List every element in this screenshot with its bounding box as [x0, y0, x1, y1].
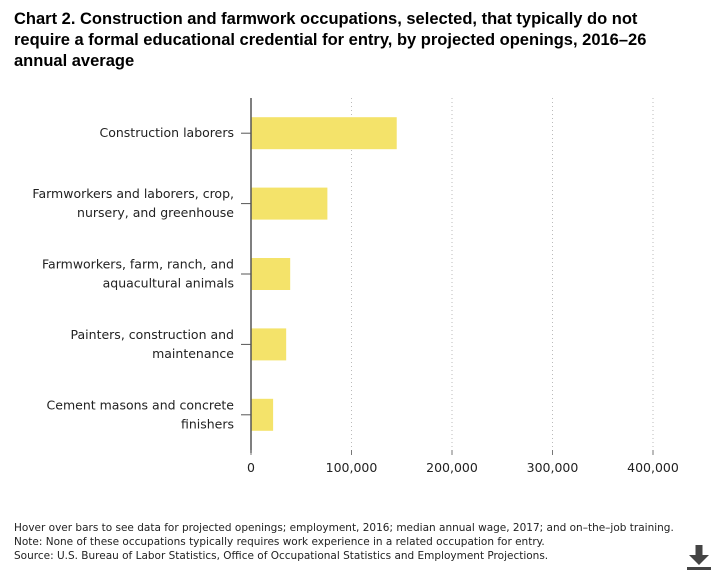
bar[interactable] — [251, 258, 291, 290]
bar[interactable] — [251, 187, 328, 220]
chart-notes: Hover over bars to see data for projecte… — [14, 521, 714, 563]
chart-source: Source: U.S. Bureau of Labor Statistics,… — [14, 550, 549, 562]
chart-note: Note: None of these occupations typicall… — [14, 536, 545, 548]
chart-title: Chart 2. Construction and farmwork occup… — [14, 10, 647, 70]
category-label: Cement masons and concrete — [47, 397, 235, 412]
x-tick-label: 400,000 — [627, 460, 679, 475]
category-label: finishers — [181, 416, 234, 431]
category-label: Farmworkers, farm, ranch, and — [42, 257, 234, 272]
x-tick-label: 100,000 — [326, 460, 378, 475]
category-label: nursery, and greenhouse — [77, 205, 234, 220]
hover-instruction: Hover over bars to see data for projecte… — [14, 522, 674, 534]
bar[interactable] — [251, 328, 287, 361]
bar[interactable] — [251, 117, 397, 150]
x-tick-label: 200,000 — [426, 460, 478, 475]
category-label: Construction laborers — [100, 125, 235, 140]
category-label: aquacultural animals — [103, 276, 234, 291]
x-tick-label: 0 — [247, 460, 255, 475]
bar[interactable] — [251, 398, 274, 431]
category-label: maintenance — [152, 346, 234, 361]
bar-chart: Construction laborers Farmworkers and lab… — [32, 98, 679, 475]
download-icon[interactable] — [685, 543, 713, 571]
category-label: Painters, construction and — [71, 327, 234, 342]
category-label: Farmworkers and laborers, crop, — [32, 186, 234, 201]
x-tick-label: 300,000 — [527, 460, 579, 475]
